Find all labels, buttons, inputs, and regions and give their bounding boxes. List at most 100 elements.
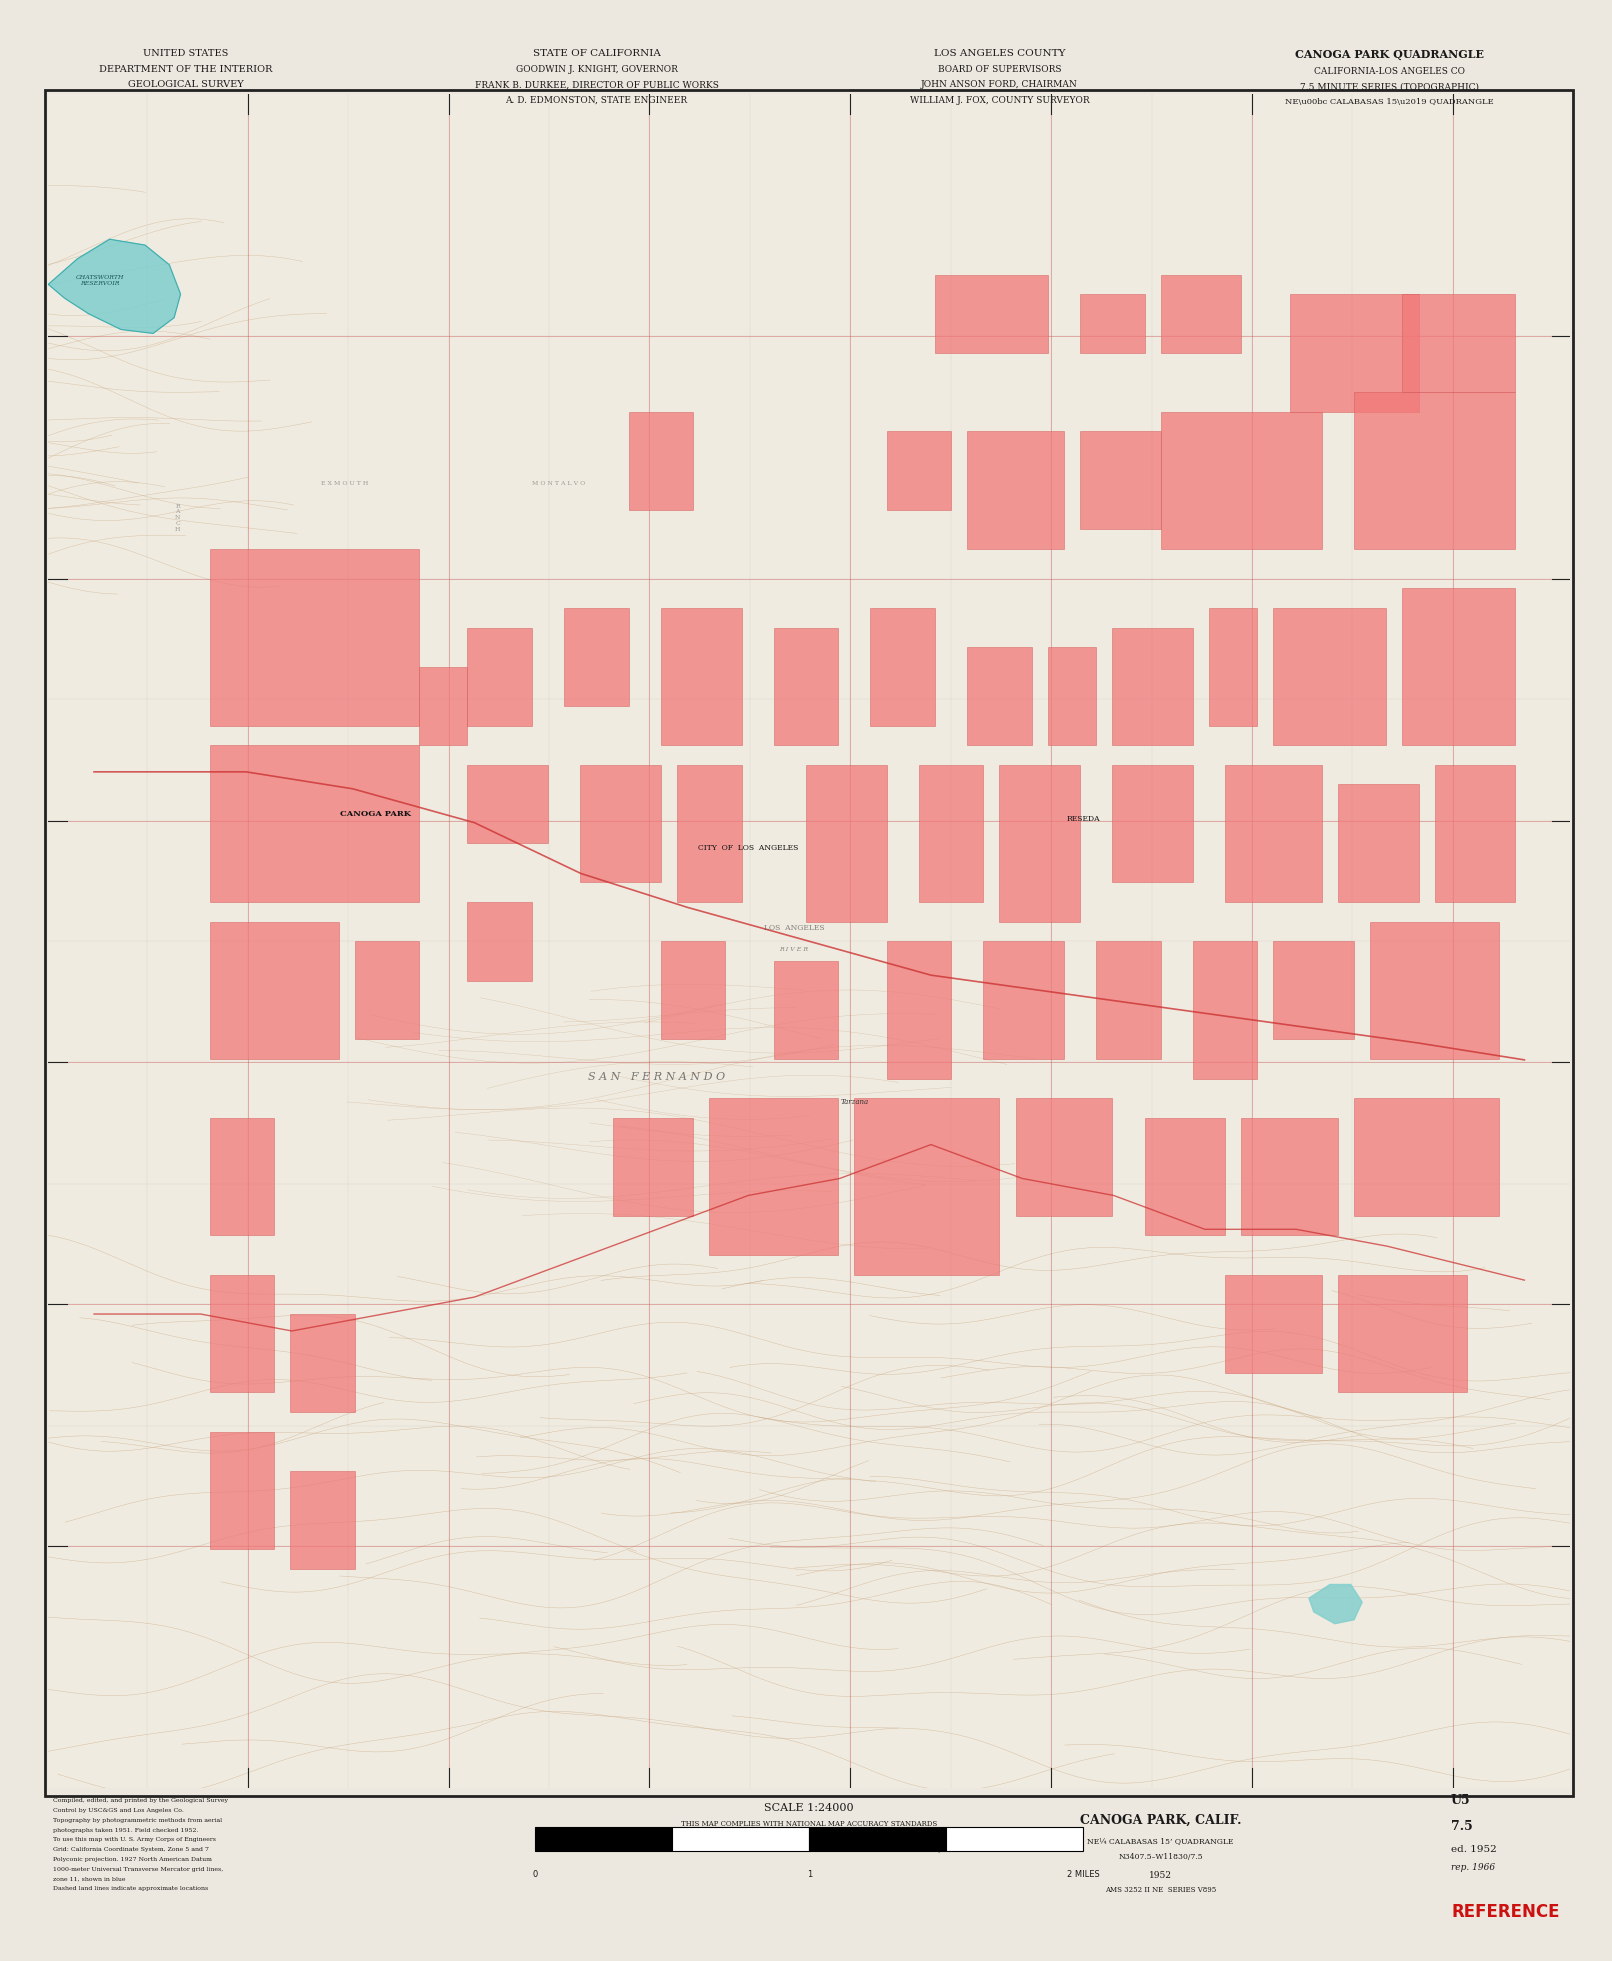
Text: CITY  OF  LOS  ANGELES: CITY OF LOS ANGELES (698, 843, 798, 853)
Text: NE¼ CALABASAS 15’ QUADRANGLE: NE¼ CALABASAS 15’ QUADRANGLE (1088, 1837, 1233, 1845)
Text: 0: 0 (532, 1871, 538, 1879)
Bar (613, 1118, 693, 1216)
Text: A FOLDER DESCRIBING TOPOGRAPHIC MAPS AND SYMBOLS IS AVAILABLE ON REQUEST: A FOLDER DESCRIBING TOPOGRAPHIC MAPS AND… (659, 1847, 959, 1853)
Bar (1145, 1118, 1225, 1235)
Bar (210, 1118, 274, 1235)
Text: 7.5 MINUTE SERIES (TOPOGRAPHIC): 7.5 MINUTE SERIES (TOPOGRAPHIC) (1299, 82, 1480, 92)
Bar (1048, 647, 1096, 745)
Text: CANOGA PARK, CALIF.: CANOGA PARK, CALIF. (1080, 1814, 1241, 1828)
Bar (210, 922, 339, 1059)
Text: GEOLOGICAL SURVEY: GEOLOGICAL SURVEY (127, 80, 243, 90)
Text: JOHN ANSON FORD, CHAIRMAN: JOHN ANSON FORD, CHAIRMAN (920, 80, 1078, 90)
Text: 7.5: 7.5 (1451, 1820, 1472, 1834)
Bar (1273, 608, 1386, 745)
Bar (1370, 922, 1499, 1059)
Text: SCALE 1:24000: SCALE 1:24000 (764, 1802, 854, 1812)
Bar (661, 608, 742, 745)
Text: photographs taken 1951. Field checked 1952.: photographs taken 1951. Field checked 19… (53, 1828, 198, 1834)
Text: DEPARTMENT OF THE INTERIOR: DEPARTMENT OF THE INTERIOR (98, 65, 272, 75)
Text: N3407.5–W11830/7.5: N3407.5–W11830/7.5 (1119, 1853, 1203, 1861)
Bar (210, 1275, 274, 1392)
Text: Polyconic projection. 1927 North American Datum: Polyconic projection. 1927 North America… (53, 1857, 213, 1863)
Bar (887, 431, 951, 510)
Bar (967, 431, 1064, 549)
Text: THIS MAP COMPLIES WITH NATIONAL MAP ACCURACY STANDARDS: THIS MAP COMPLIES WITH NATIONAL MAP ACCU… (682, 1820, 937, 1828)
Bar (48, 94, 1570, 1788)
Bar (1402, 294, 1515, 392)
Text: M O N T A L V O: M O N T A L V O (532, 480, 585, 486)
Bar (1225, 765, 1322, 902)
Text: WILLIAM J. FOX, COUNTY SURVEYOR: WILLIAM J. FOX, COUNTY SURVEYOR (909, 96, 1090, 106)
Text: 1000-meter Universal Transverse Mercator grid lines,: 1000-meter Universal Transverse Mercator… (53, 1867, 224, 1873)
Text: R
A
N
C
H: R A N C H (176, 504, 181, 531)
Text: GOODWIN J. KNIGHT, GOVERNOR: GOODWIN J. KNIGHT, GOVERNOR (516, 65, 677, 75)
Bar (946, 1828, 1083, 1851)
Bar (1193, 941, 1257, 1079)
Text: ed. 1952: ed. 1952 (1451, 1845, 1496, 1855)
Text: 1: 1 (806, 1871, 812, 1879)
Bar (580, 765, 661, 882)
Bar (854, 1098, 999, 1275)
Text: 1952: 1952 (1149, 1871, 1172, 1881)
Bar (1435, 765, 1515, 902)
Text: CHATSWORTH
RESERVOIR: CHATSWORTH RESERVOIR (76, 275, 124, 286)
Text: REFERENCE: REFERENCE (1452, 1902, 1560, 1922)
Bar (774, 961, 838, 1059)
Text: RESEDA: RESEDA (1066, 816, 1099, 824)
Bar (1241, 1118, 1338, 1235)
Text: STATE OF CALIFORNIA: STATE OF CALIFORNIA (532, 49, 661, 59)
Text: LOS ANGELES COUNTY: LOS ANGELES COUNTY (933, 49, 1066, 59)
Polygon shape (1309, 1584, 1362, 1624)
Text: Topography by photogrammetric methods from aerial: Topography by photogrammetric methods fr… (53, 1818, 222, 1824)
Bar (1112, 628, 1193, 745)
Bar (1080, 431, 1161, 529)
Bar (535, 1828, 672, 1851)
Bar (1338, 784, 1419, 902)
Polygon shape (48, 239, 181, 333)
Bar (887, 941, 951, 1079)
Bar (1161, 412, 1322, 549)
Bar (467, 628, 532, 726)
Bar (1338, 1275, 1467, 1392)
Text: Compiled, edited, and printed by the Geological Survey: Compiled, edited, and printed by the Geo… (53, 1798, 229, 1804)
Text: BOARD OF SUPERVISORS: BOARD OF SUPERVISORS (938, 65, 1061, 75)
Text: E X M O U T H: E X M O U T H (321, 480, 369, 486)
Text: AMS 3252 II NE  SERIES V895: AMS 3252 II NE SERIES V895 (1104, 1886, 1217, 1894)
Bar (1096, 941, 1161, 1059)
Bar (467, 765, 548, 843)
Bar (467, 902, 532, 980)
Text: rep. 1966: rep. 1966 (1451, 1863, 1494, 1873)
Bar (1225, 1275, 1322, 1373)
Bar (45, 90, 1573, 1796)
Bar (967, 647, 1032, 745)
Text: zone 11, shown in blue: zone 11, shown in blue (53, 1877, 126, 1883)
Bar (355, 941, 419, 1039)
Bar (1080, 294, 1145, 353)
Text: To use this map with U. S. Army Corps of Engineers: To use this map with U. S. Army Corps of… (53, 1837, 216, 1843)
Bar (45, 90, 1573, 1796)
Text: Control by USC&GS and Los Angeles Co.: Control by USC&GS and Los Angeles Co. (53, 1808, 184, 1814)
Text: Grid: California Coordinate System, Zone 5 and 7: Grid: California Coordinate System, Zone… (53, 1847, 210, 1853)
Text: S A N   F E R N A N D O: S A N F E R N A N D O (588, 1073, 725, 1082)
Bar (210, 549, 419, 726)
Text: R I V E R: R I V E R (780, 947, 809, 953)
Bar (1161, 275, 1241, 353)
Text: FRANK B. DURKEE, DIRECTOR OF PUBLIC WORKS: FRANK B. DURKEE, DIRECTOR OF PUBLIC WORK… (474, 80, 719, 90)
Text: CALIFORNIA-LOS ANGELES CO: CALIFORNIA-LOS ANGELES CO (1314, 67, 1465, 76)
Bar (672, 1828, 809, 1851)
Bar (809, 1828, 946, 1851)
Bar (806, 765, 887, 922)
Bar (629, 412, 693, 510)
Bar (935, 275, 1048, 353)
Text: CANOGA PARK: CANOGA PARK (340, 810, 411, 818)
Text: UNITED STATES: UNITED STATES (143, 49, 227, 59)
Bar (1402, 588, 1515, 745)
Bar (983, 941, 1064, 1059)
Text: FOR SALE BY U. S. GEOLOGICAL SURVEY, DENVER, COLORADO 80225, OR WASHINGTON, D. C: FOR SALE BY U. S. GEOLOGICAL SURVEY, DEN… (640, 1834, 978, 1839)
Bar (1354, 1098, 1499, 1216)
Text: U5: U5 (1451, 1794, 1470, 1808)
Bar (290, 1471, 355, 1569)
Text: Tarzana: Tarzana (841, 1098, 869, 1106)
Bar (564, 608, 629, 706)
Text: NE\u00bc CALABASAS 15\u2019 QUADRANGLE: NE\u00bc CALABASAS 15\u2019 QUADRANGLE (1285, 98, 1494, 106)
